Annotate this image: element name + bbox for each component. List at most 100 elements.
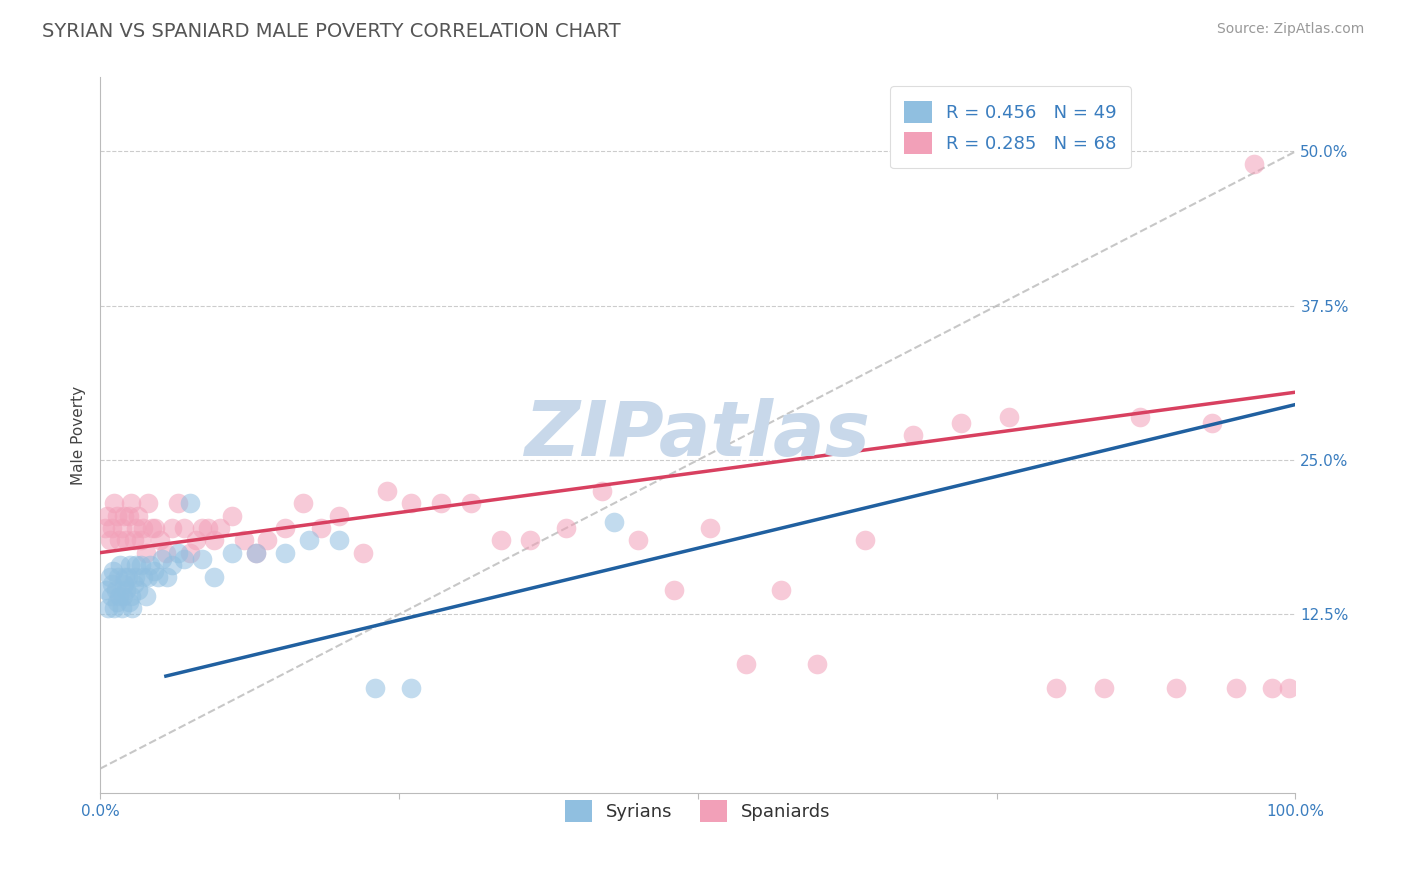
- Point: [136, 496, 159, 510]
- Point: [166, 496, 188, 510]
- Point: [245, 546, 267, 560]
- Point: [1225, 681, 1247, 696]
- Point: [141, 521, 163, 535]
- Point: [110, 558, 132, 572]
- Point: [103, 601, 125, 615]
- Point: [142, 564, 165, 578]
- Point: [101, 576, 124, 591]
- Point: [949, 416, 972, 430]
- Point: [94, 582, 117, 597]
- Point: [1045, 681, 1067, 696]
- Point: [135, 589, 157, 603]
- Point: [770, 582, 793, 597]
- Point: [103, 496, 125, 510]
- Point: [853, 533, 876, 548]
- Point: [901, 428, 924, 442]
- Point: [143, 521, 166, 535]
- Point: [489, 533, 512, 548]
- Point: [108, 589, 131, 603]
- Point: [399, 681, 422, 696]
- Point: [591, 483, 613, 498]
- Point: [734, 657, 756, 671]
- Point: [108, 533, 131, 548]
- Point: [135, 546, 157, 560]
- Point: [97, 601, 120, 615]
- Point: [121, 601, 143, 615]
- Point: [245, 546, 267, 560]
- Text: ZIPatlas: ZIPatlas: [524, 399, 870, 473]
- Point: [699, 521, 721, 535]
- Point: [190, 521, 212, 535]
- Point: [274, 521, 297, 535]
- Point: [328, 533, 350, 548]
- Point: [806, 657, 828, 671]
- Point: [202, 570, 225, 584]
- Point: [120, 589, 142, 603]
- Y-axis label: Male Poverty: Male Poverty: [72, 386, 86, 485]
- Point: [166, 546, 188, 560]
- Point: [94, 521, 117, 535]
- Point: [221, 508, 243, 523]
- Point: [98, 570, 121, 584]
- Point: [430, 496, 453, 510]
- Point: [115, 582, 138, 597]
- Point: [1243, 157, 1265, 171]
- Point: [118, 558, 141, 572]
- Point: [232, 533, 254, 548]
- Point: [105, 595, 128, 609]
- Point: [112, 576, 135, 591]
- Point: [120, 496, 142, 510]
- Point: [111, 589, 134, 603]
- Point: [127, 508, 149, 523]
- Point: [149, 533, 172, 548]
- Point: [1092, 681, 1115, 696]
- Point: [111, 601, 134, 615]
- Point: [375, 483, 398, 498]
- Point: [1201, 416, 1223, 430]
- Point: [274, 546, 297, 560]
- Point: [112, 508, 135, 523]
- Point: [115, 533, 138, 548]
- Point: [662, 582, 685, 597]
- Point: [117, 570, 139, 584]
- Point: [104, 582, 127, 597]
- Point: [256, 533, 278, 548]
- Point: [156, 570, 179, 584]
- Point: [136, 570, 159, 584]
- Point: [364, 681, 387, 696]
- Point: [118, 595, 141, 609]
- Point: [160, 558, 183, 572]
- Point: [179, 496, 201, 510]
- Point: [155, 546, 177, 560]
- Point: [100, 589, 122, 603]
- Text: SYRIAN VS SPANIARD MALE POVERTY CORRELATION CHART: SYRIAN VS SPANIARD MALE POVERTY CORRELAT…: [42, 22, 621, 41]
- Point: [125, 558, 148, 572]
- Point: [309, 521, 332, 535]
- Point: [1129, 409, 1152, 424]
- Point: [122, 533, 145, 548]
- Point: [179, 546, 201, 560]
- Point: [173, 521, 195, 535]
- Point: [190, 551, 212, 566]
- Point: [197, 521, 219, 535]
- Point: [103, 564, 125, 578]
- Point: [352, 546, 374, 560]
- Point: [127, 582, 149, 597]
- Text: Source: ZipAtlas.com: Source: ZipAtlas.com: [1216, 22, 1364, 37]
- Point: [460, 496, 482, 510]
- Point: [101, 521, 124, 535]
- Legend: Syrians, Spaniards: Syrians, Spaniards: [553, 787, 844, 834]
- Point: [1164, 681, 1187, 696]
- Point: [96, 508, 118, 523]
- Point: [122, 576, 145, 591]
- Point: [124, 570, 146, 584]
- Point: [1278, 681, 1301, 696]
- Point: [399, 496, 422, 510]
- Point: [118, 508, 141, 523]
- Point: [1260, 681, 1282, 696]
- Point: [160, 521, 183, 535]
- Point: [105, 508, 128, 523]
- Point: [603, 515, 626, 529]
- Point: [997, 409, 1019, 424]
- Point: [221, 546, 243, 560]
